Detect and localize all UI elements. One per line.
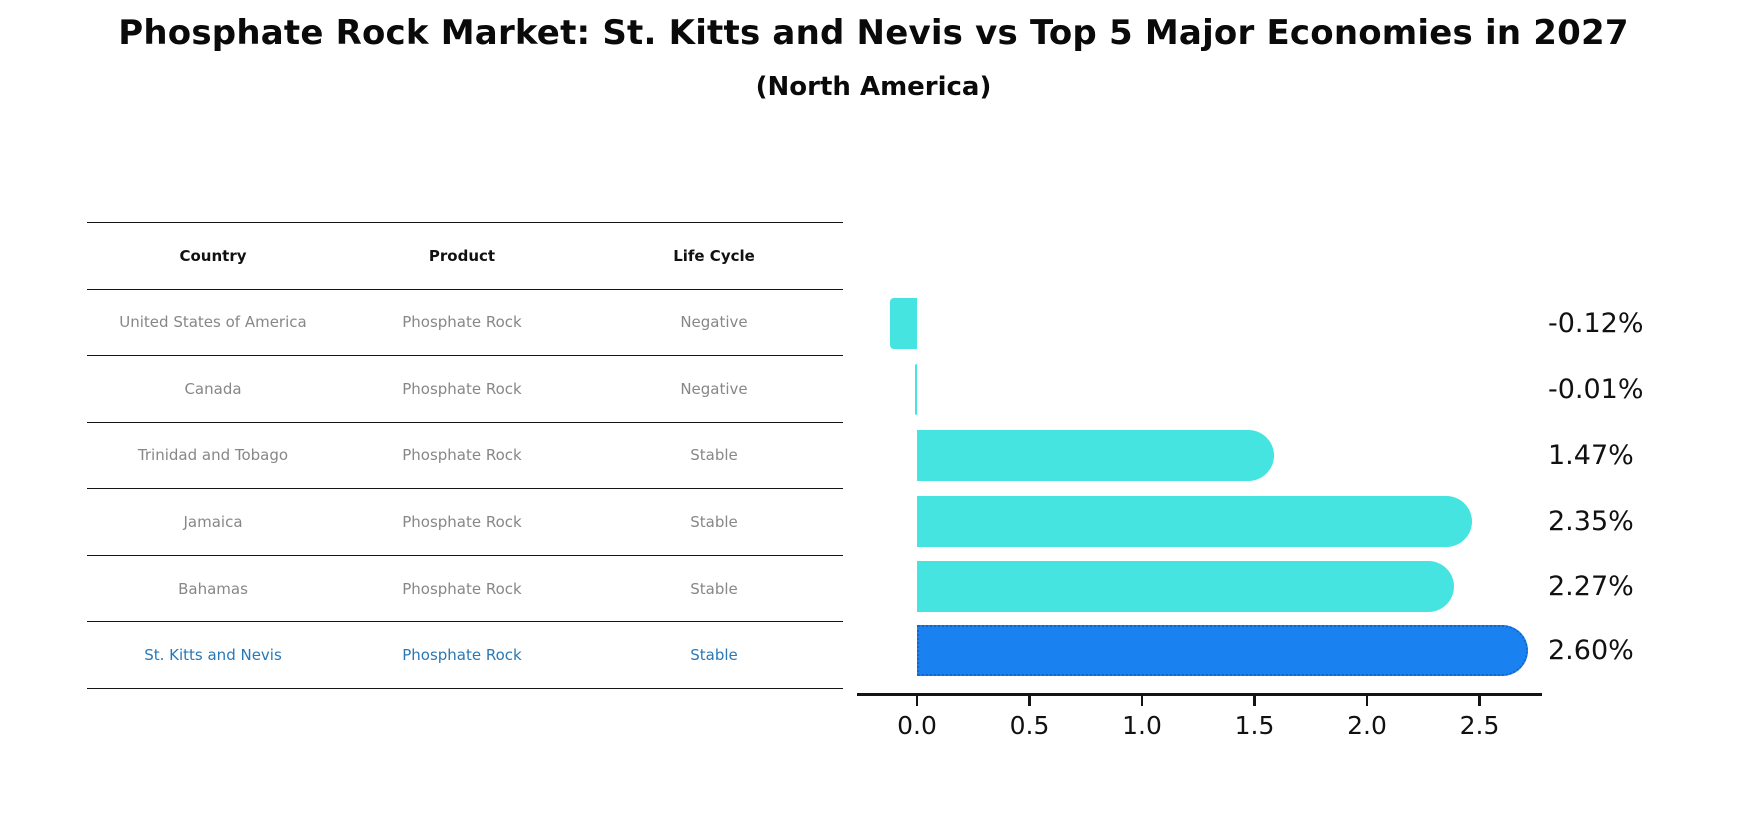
bar-value-label-st-kitts-and-nevis: 2.60% [1548, 634, 1634, 666]
cell-product: Phosphate Rock [402, 579, 522, 598]
x-axis-tick-label: 2.0 [1347, 711, 1387, 740]
column-header-product: Product [428, 246, 496, 265]
cell-life-cycle: Stable [690, 579, 738, 598]
table-header-row: Country Product Life Cycle [87, 223, 843, 290]
cell-product: Phosphate Rock [402, 513, 522, 532]
bar-bahamas [917, 561, 1454, 612]
bar-canada [914, 364, 917, 415]
table-row: United States of America Phosphate Rock … [87, 290, 843, 357]
x-axis-tick [915, 695, 919, 706]
country-table: Country Product Life Cycle United States… [87, 222, 843, 689]
cell-country: United States of America [119, 313, 307, 332]
bar-jamaica [917, 496, 1472, 547]
bar-value-label-canada: -0.01% [1548, 373, 1644, 405]
cell-country: Jamaica [183, 513, 243, 532]
cell-life-cycle: Stable [690, 446, 738, 465]
page-title: Phosphate Rock Market: St. Kitts and Nev… [118, 13, 1629, 53]
bar-value-label-united-states-of-america: -0.12% [1548, 307, 1644, 339]
x-axis-tick [1253, 695, 1256, 706]
cell-country: Trinidad and Tobago [137, 446, 289, 465]
bar-value-label-bahamas: 2.27% [1548, 570, 1634, 602]
x-axis-tick-label: 0.0 [897, 711, 937, 740]
x-axis-tick [1140, 695, 1144, 706]
cell-product: Phosphate Rock [402, 313, 522, 332]
cell-life-cycle: Stable [690, 646, 738, 665]
table-row: Canada Phosphate Rock Negative [87, 356, 843, 423]
x-axis-tick [1028, 695, 1031, 706]
cell-country: Canada [184, 379, 242, 398]
bar-value-label-trinidad-and-tobago: 1.47% [1548, 439, 1634, 471]
x-axis-tick-label: 1.0 [1122, 711, 1162, 740]
column-header-life-cycle: Life Cycle [673, 246, 755, 265]
cell-country: Bahamas [178, 579, 248, 598]
x-axis-tick-label: 1.5 [1234, 711, 1275, 740]
x-axis-tick [1365, 695, 1369, 706]
cell-life-cycle: Negative [680, 313, 748, 332]
column-header-country: Country [179, 246, 247, 265]
bar-st-kitts-and-nevis [917, 625, 1528, 676]
cell-product: Phosphate Rock [402, 646, 522, 665]
bar-united-states-of-america [890, 298, 917, 349]
x-axis-tick-label: 0.5 [1009, 711, 1050, 740]
cell-life-cycle: Stable [690, 513, 738, 532]
bar-trinidad-and-tobago [917, 430, 1274, 481]
cell-product: Phosphate Rock [402, 446, 522, 465]
table-row-highlighted: St. Kitts and Nevis Phosphate Rock Stabl… [87, 622, 843, 689]
cell-product: Phosphate Rock [402, 379, 522, 398]
table-row: Bahamas Phosphate Rock Stable [87, 556, 843, 623]
x-axis-tick-label: 2.5 [1459, 711, 1500, 740]
cell-life-cycle: Negative [680, 379, 748, 398]
x-axis-tick [1478, 695, 1481, 706]
page-subtitle: (North America) [755, 72, 992, 102]
table-row: Jamaica Phosphate Rock Stable [87, 489, 843, 556]
cell-country: St. Kitts and Nevis [144, 646, 282, 665]
table-row: Trinidad and Tobago Phosphate Rock Stabl… [87, 423, 843, 490]
bar-value-label-jamaica: 2.35% [1548, 505, 1634, 537]
x-axis-line [857, 693, 1542, 696]
